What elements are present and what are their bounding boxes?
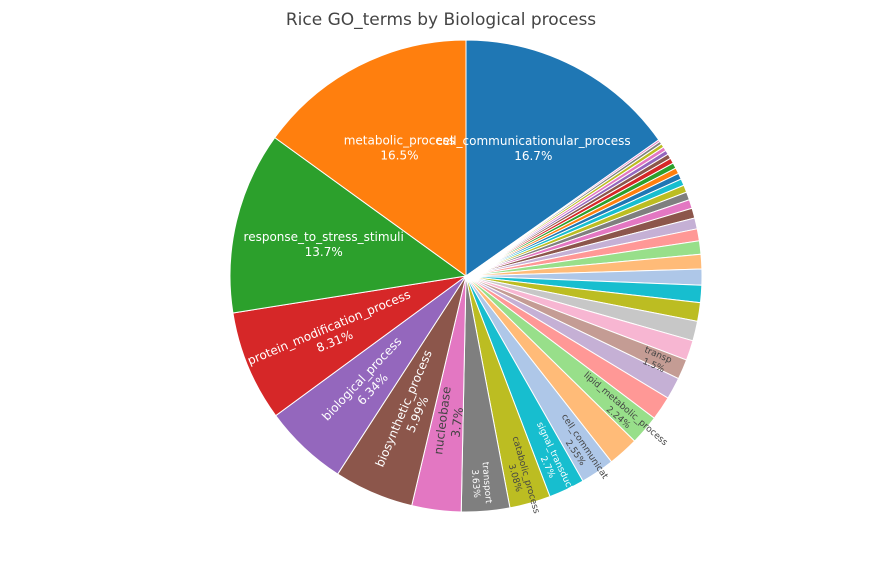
slice-label-percent: 16.7% [514,149,552,163]
pie-slice[interactable] [465,39,660,277]
pie-slice[interactable] [229,136,468,314]
slice-label-name: cell_communicationular_process [436,134,631,148]
pie-slices [229,39,703,513]
slice-label-percent: 3.7% [448,406,466,438]
slice-label: response_to_stress_stimuli 13.7% [244,230,404,259]
slice-label-percent: 13.7% [305,245,343,259]
slice-label: metabolic_process 16.5% [344,133,455,162]
chart-title: Rice GO_terms by Biological process [285,10,597,30]
slice-label-percent: 3.63% [469,469,481,499]
slice-label-name: metabolic_process [344,133,455,147]
slice-label-name: transport [480,462,493,505]
pie-slice[interactable] [274,39,467,277]
slice-label-percent: 16.5% [380,148,418,162]
slice-label-name: response_to_stress_stimuli [244,230,404,244]
slice-label: cell_communicationular_process 16.7% [436,134,631,163]
slice-label: transport3.63% [468,462,493,506]
pie-slice[interactable] [232,275,467,417]
